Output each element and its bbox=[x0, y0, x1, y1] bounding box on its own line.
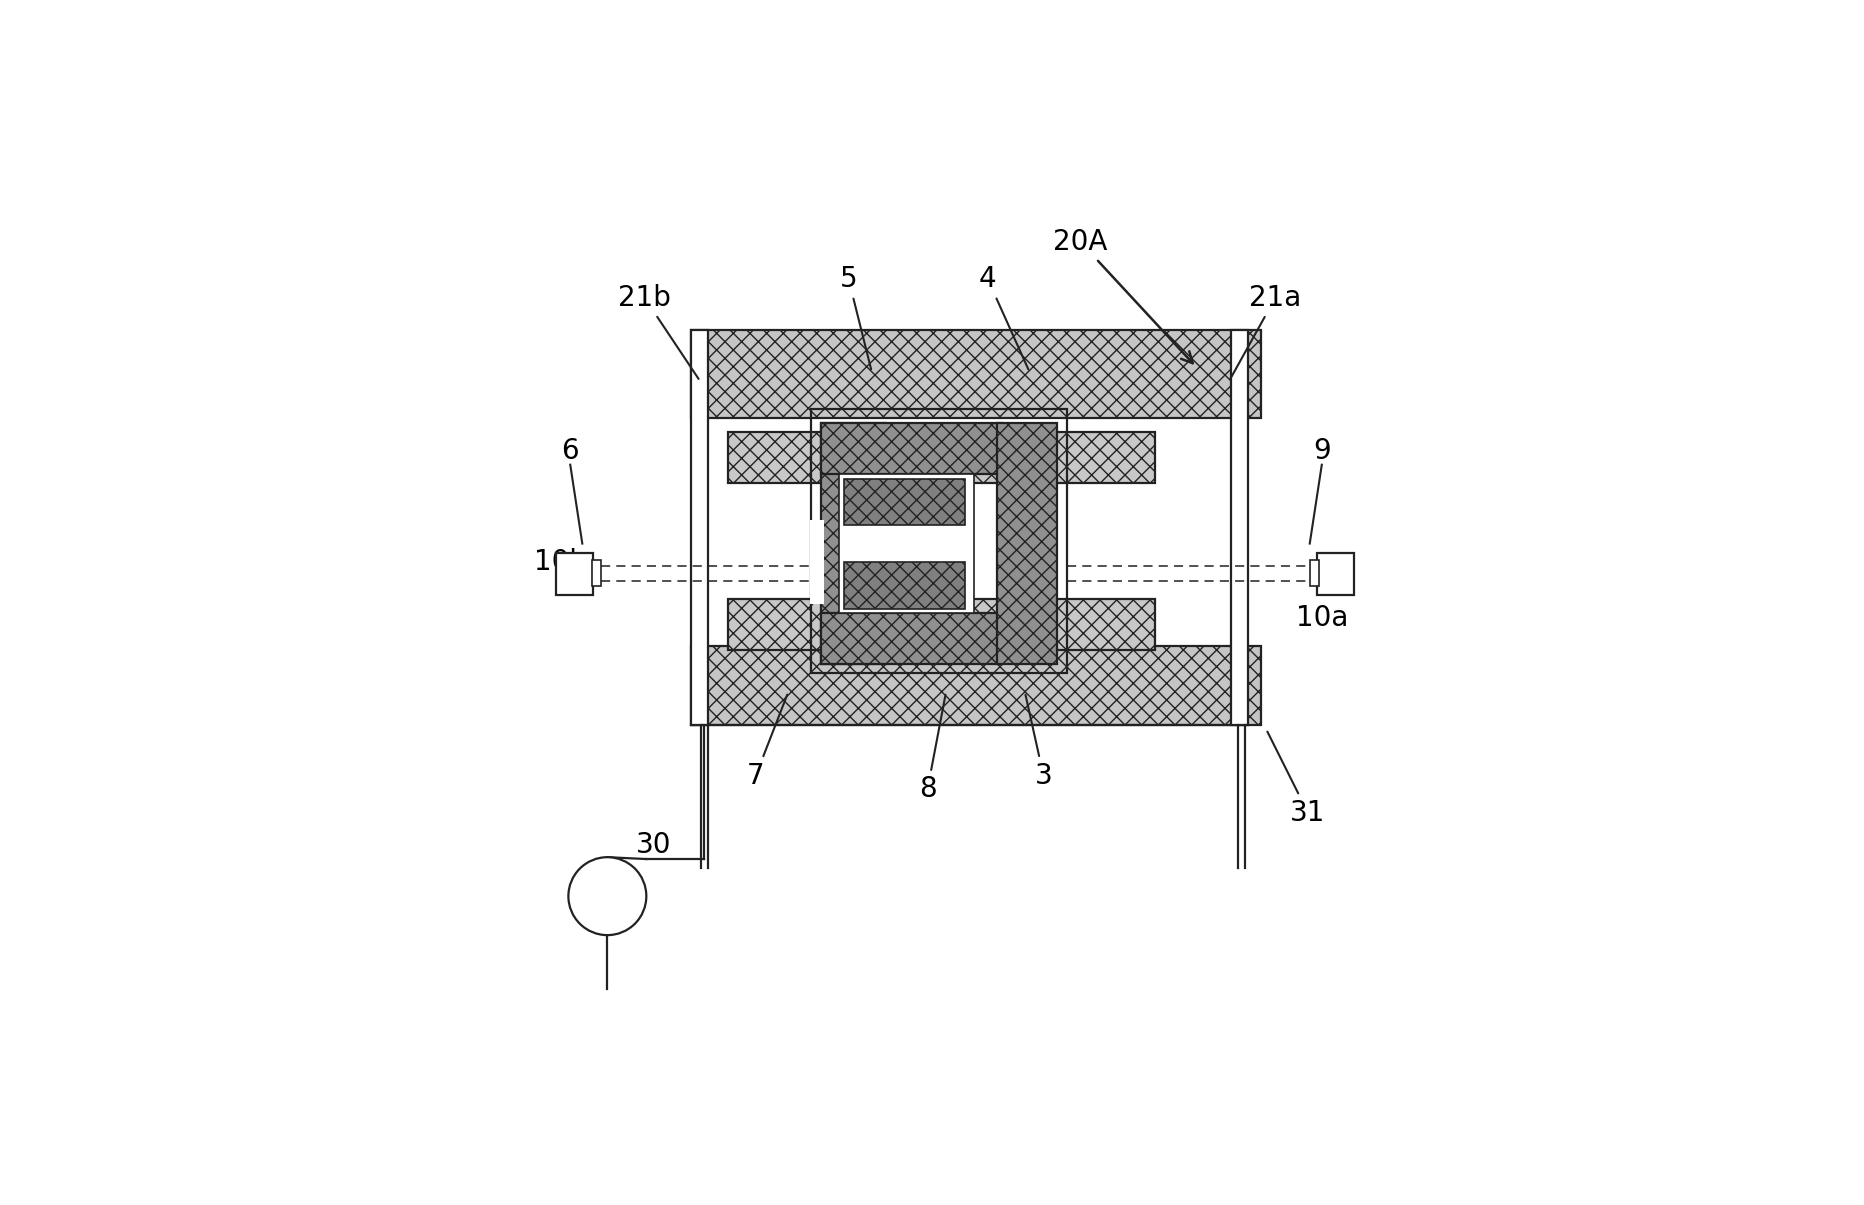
Bar bbox=[591, 560, 600, 587]
Text: 3: 3 bbox=[1025, 695, 1053, 789]
Text: 31: 31 bbox=[1268, 731, 1325, 827]
Bar bbox=[820, 423, 1001, 474]
Bar bbox=[844, 478, 964, 525]
Bar bbox=[844, 562, 964, 609]
Text: 21a: 21a bbox=[1230, 283, 1301, 378]
Bar bbox=[997, 423, 1057, 664]
Text: 30: 30 bbox=[636, 831, 671, 859]
Text: 7: 7 bbox=[747, 694, 787, 789]
Bar bbox=[811, 408, 1066, 674]
Text: 20A: 20A bbox=[1053, 228, 1193, 363]
Bar bbox=[729, 599, 1156, 651]
Bar bbox=[692, 330, 1262, 418]
Bar bbox=[555, 553, 593, 594]
Bar bbox=[1230, 330, 1247, 724]
Text: 10b: 10b bbox=[535, 548, 587, 576]
Bar bbox=[692, 646, 1262, 724]
Text: 6: 6 bbox=[561, 436, 580, 465]
Bar bbox=[1318, 553, 1355, 594]
Text: 9: 9 bbox=[1312, 436, 1331, 465]
Bar bbox=[1310, 560, 1320, 587]
Bar bbox=[729, 433, 1156, 483]
Text: 4: 4 bbox=[979, 265, 1029, 370]
Text: 21b: 21b bbox=[619, 283, 699, 378]
Circle shape bbox=[569, 857, 647, 935]
Text: 10a: 10a bbox=[1295, 604, 1348, 631]
Bar bbox=[820, 613, 1001, 664]
Bar bbox=[809, 521, 824, 604]
Text: 8: 8 bbox=[919, 695, 945, 804]
Bar bbox=[820, 423, 885, 664]
Bar bbox=[692, 330, 708, 724]
Text: 5: 5 bbox=[841, 265, 870, 369]
Bar bbox=[839, 474, 973, 613]
